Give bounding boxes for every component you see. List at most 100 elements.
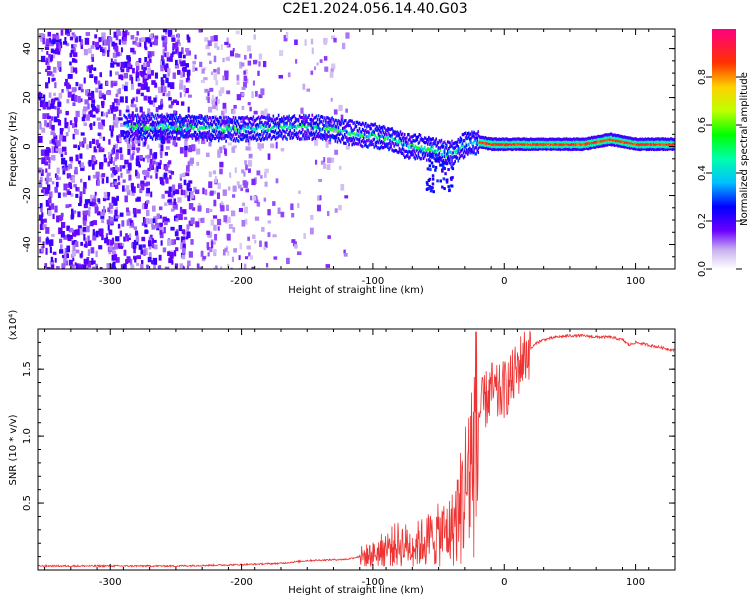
heatmap-cell xyxy=(115,149,120,153)
heatmap-cell xyxy=(56,167,60,174)
heatmap-cell xyxy=(316,117,319,122)
heatmap-cell xyxy=(307,124,309,128)
heatmap-cell xyxy=(355,132,358,136)
heatmap-cell xyxy=(419,157,422,161)
heatmap-cell xyxy=(604,141,607,145)
heatmap-cell xyxy=(459,136,462,140)
heatmap-cell xyxy=(63,183,68,191)
heatmap-cell xyxy=(374,143,377,148)
heatmap-cell xyxy=(213,55,217,63)
heatmap-cell xyxy=(252,134,255,138)
heatmap-cell xyxy=(378,138,381,142)
heatmap-cell xyxy=(155,134,158,138)
heatmap-cell xyxy=(598,134,600,139)
heatmap-cell xyxy=(471,149,473,154)
heatmap-cell xyxy=(212,120,215,124)
heatmap-cell xyxy=(187,118,190,123)
heatmap-cell xyxy=(301,134,304,138)
heatmap-cell xyxy=(185,131,187,135)
heatmap-cell xyxy=(574,139,576,144)
heatmap-cell xyxy=(575,137,577,141)
heatmap-cell xyxy=(82,226,87,232)
heatmap-cell xyxy=(165,112,169,116)
heatmap-cell xyxy=(252,137,255,141)
heatmap-cell xyxy=(453,155,455,159)
heatmap-cell xyxy=(263,197,267,202)
heatmap-cell xyxy=(293,124,296,129)
heatmap-cell xyxy=(352,141,355,145)
heatmap-cell xyxy=(506,142,509,146)
heatmap-cell xyxy=(262,128,264,132)
heatmap-cell xyxy=(431,155,433,159)
heatmap-cell xyxy=(205,96,209,101)
heatmap-cell xyxy=(167,82,171,88)
heatmap-cell xyxy=(456,156,459,160)
heatmap-cell xyxy=(434,149,436,153)
heatmap-cell xyxy=(59,109,62,114)
heatmap-cell xyxy=(252,122,255,126)
heatmap-cell xyxy=(615,143,617,147)
heatmap-cell xyxy=(58,45,62,52)
heatmap-cell xyxy=(522,137,525,141)
heatmap-cell xyxy=(273,123,276,127)
heatmap-cell xyxy=(133,135,136,139)
heatmap-cell xyxy=(68,259,73,266)
heatmap-cell xyxy=(145,120,148,125)
heatmap-cell xyxy=(48,164,51,170)
heatmap-cell xyxy=(635,144,637,148)
heatmap-cell xyxy=(173,198,176,206)
heatmap-cell xyxy=(206,131,208,135)
heatmap-cell xyxy=(351,131,353,135)
heatmap-cell xyxy=(129,258,133,266)
heatmap-cell xyxy=(230,137,233,141)
heatmap-cell xyxy=(443,161,446,165)
heatmap-cell xyxy=(318,129,321,133)
heatmap-cell xyxy=(87,103,90,110)
heatmap-cell xyxy=(187,127,190,131)
heatmap-cell xyxy=(412,134,414,139)
heatmap-cell xyxy=(176,39,180,44)
heatmap-cell xyxy=(458,147,461,151)
heatmap-cell xyxy=(75,187,80,192)
heatmap-cell xyxy=(332,117,335,122)
heatmap-cell xyxy=(110,129,114,137)
heatmap-cell xyxy=(659,140,661,144)
heatmap-cell xyxy=(232,48,235,52)
heatmap-cell xyxy=(621,140,624,144)
heatmap-cell xyxy=(327,120,333,124)
heatmap-cell xyxy=(504,145,507,149)
heatmap-cell xyxy=(278,118,281,122)
heatmap-cell xyxy=(559,142,562,146)
heatmap-cell xyxy=(498,140,501,144)
heatmap-cell xyxy=(203,123,205,127)
heatmap-cell xyxy=(277,207,281,215)
heatmap-cell xyxy=(478,145,481,149)
heatmap-cell xyxy=(486,137,489,141)
heatmap-cell xyxy=(277,113,280,117)
heatmap-cell xyxy=(428,159,432,163)
heatmap-cell xyxy=(533,137,535,142)
heatmap-cell xyxy=(214,136,217,141)
heatmap-cell xyxy=(179,123,181,127)
heatmap-cell xyxy=(492,145,494,149)
heatmap-cell xyxy=(200,250,204,257)
heatmap-cell xyxy=(290,123,293,127)
heatmap-cell xyxy=(493,144,495,149)
heatmap-cell xyxy=(625,145,628,149)
heatmap-cell xyxy=(673,137,675,142)
heatmap-cell xyxy=(92,234,97,241)
heatmap-cell xyxy=(180,71,184,78)
heatmap-cell xyxy=(163,37,168,45)
heatmap-cell xyxy=(460,143,463,147)
heatmap-cell xyxy=(363,130,366,134)
heatmap-cell xyxy=(441,152,444,157)
heatmap-cell xyxy=(128,174,132,181)
heatmap-cell xyxy=(150,128,153,133)
heatmap-cell xyxy=(606,135,609,139)
heatmap-cell xyxy=(195,136,198,141)
heatmap-cell xyxy=(77,211,81,218)
heatmap-cell xyxy=(201,125,203,130)
heatmap-cell xyxy=(518,144,521,148)
heatmap-y-tick-label: -20 xyxy=(22,187,33,203)
heatmap-cell xyxy=(434,168,437,172)
